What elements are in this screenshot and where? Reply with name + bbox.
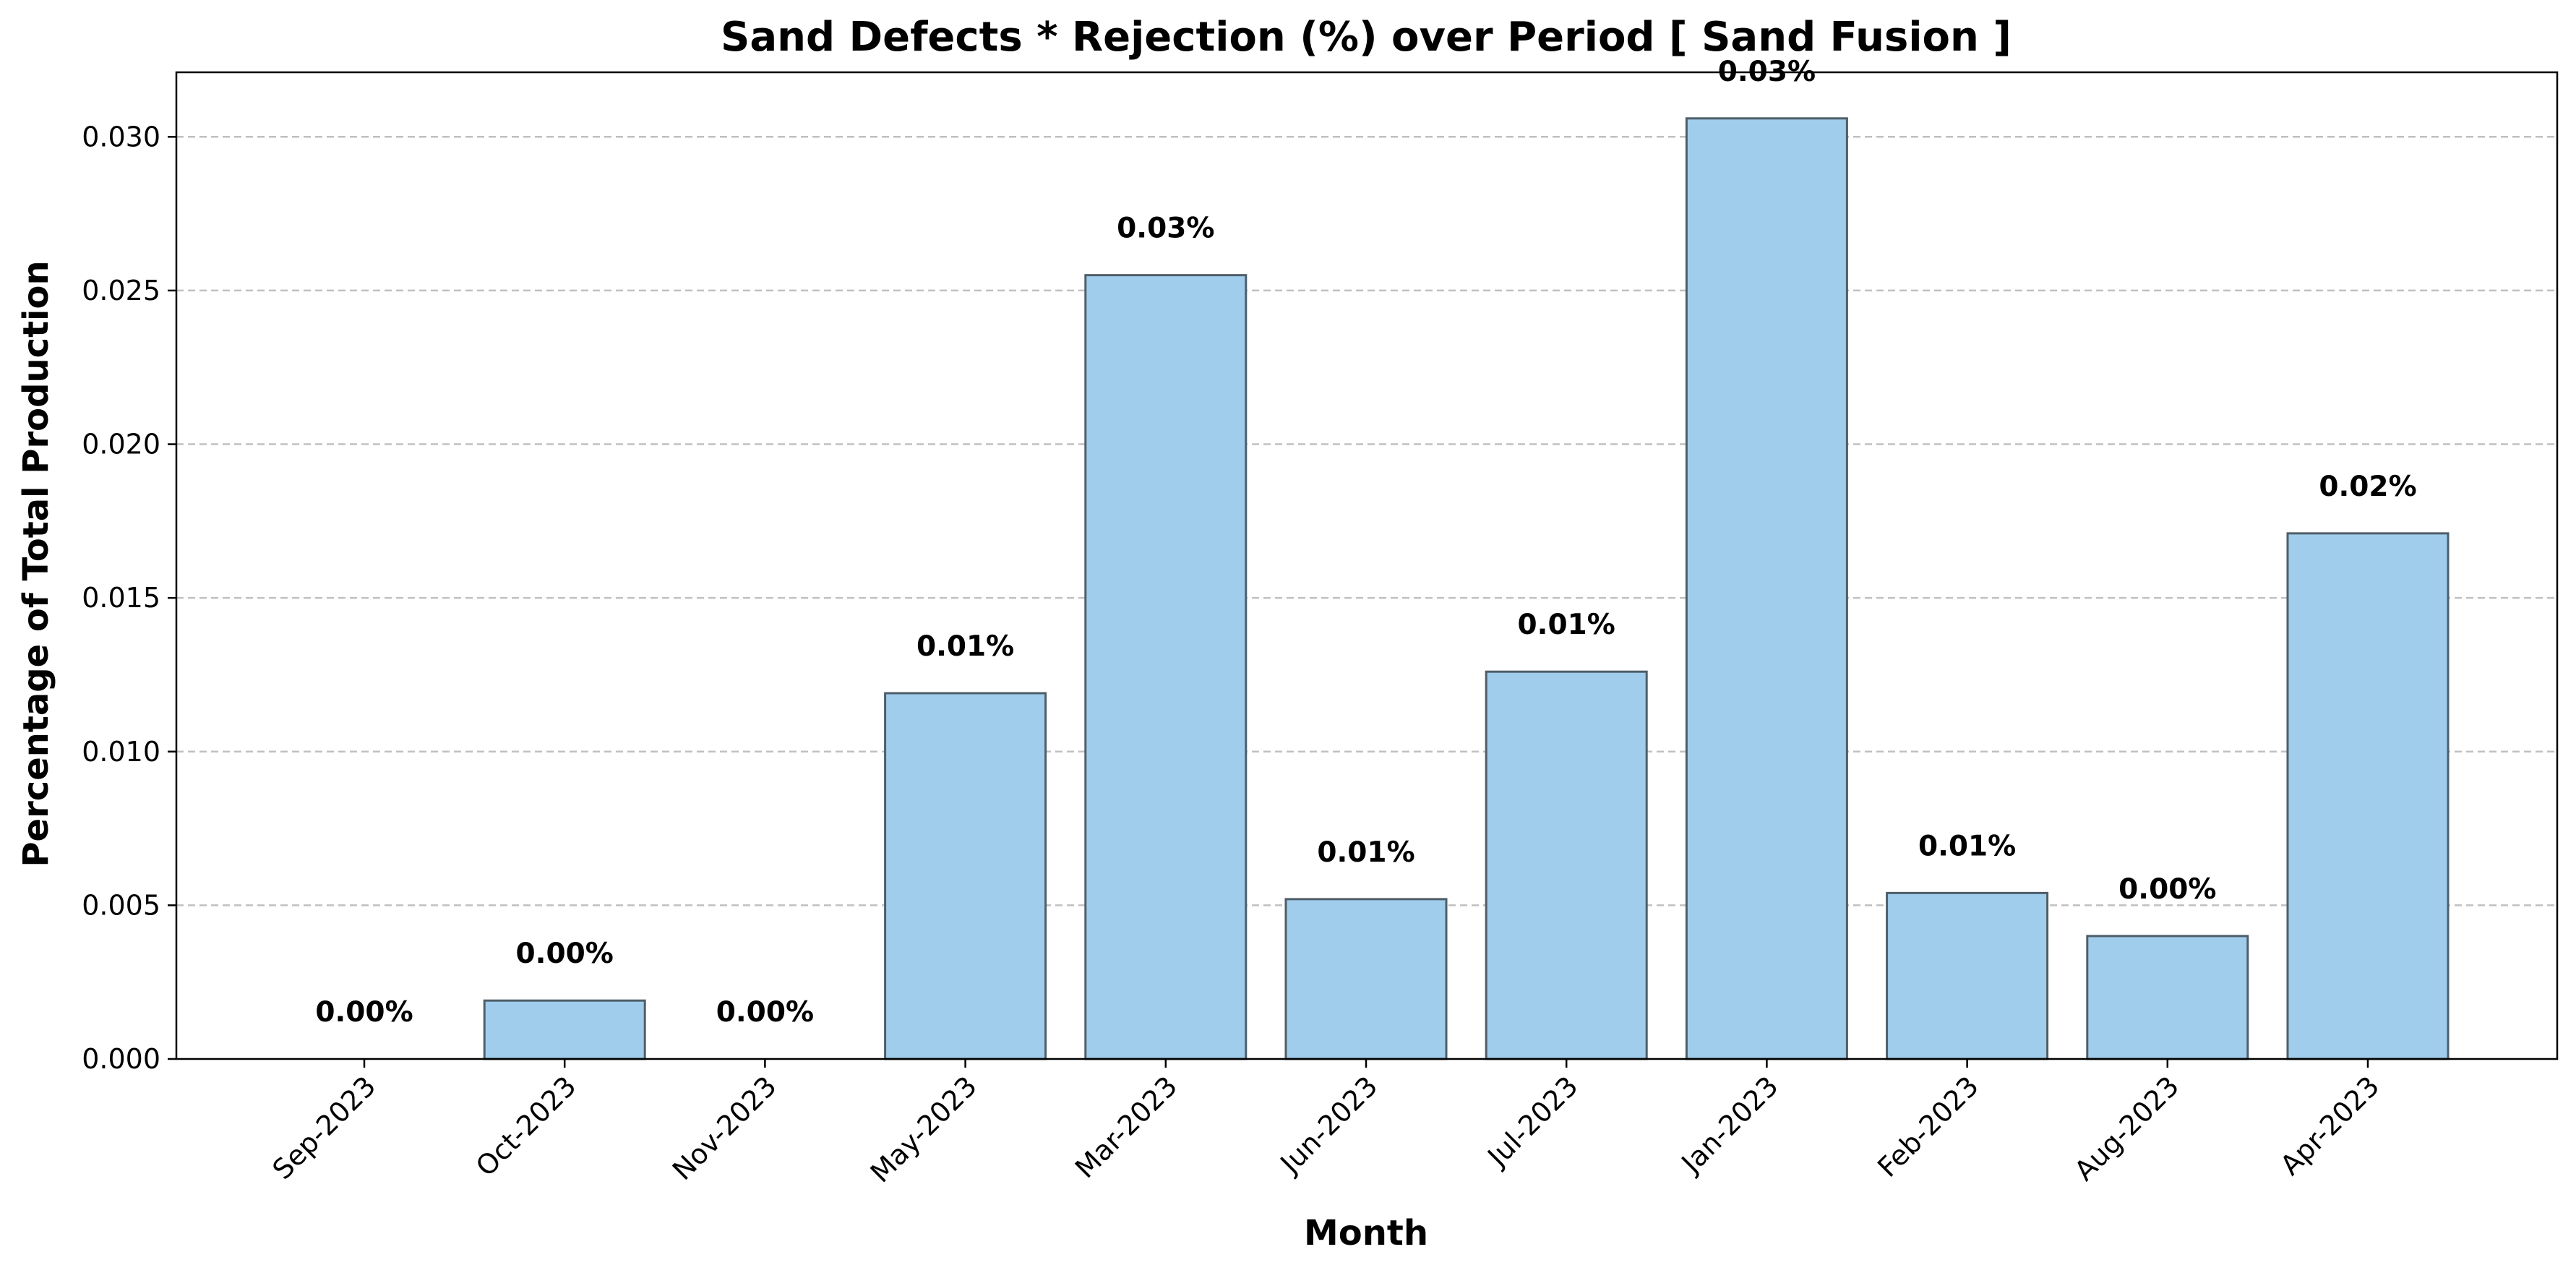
- x-tick-label: Sep-2023: [267, 1070, 382, 1185]
- y-tick-label: 0.020: [82, 429, 160, 460]
- y-tick-label: 0.005: [82, 889, 160, 921]
- bar-feb-2023: [1886, 891, 2049, 1060]
- x-tick-label: Nov-2023: [666, 1070, 783, 1186]
- x-tick-label: Mar-2023: [1069, 1070, 1183, 1184]
- bar-mar-2023: [1084, 274, 1248, 1060]
- bar-apr-2023: [2286, 532, 2450, 1060]
- x-tick-label: Aug-2023: [2069, 1070, 2186, 1187]
- x-tick-label: Feb-2023: [1871, 1070, 1985, 1183]
- bar-jul-2023: [1485, 670, 1648, 1060]
- data-label: 0.00%: [716, 996, 814, 1029]
- data-label: 0.03%: [1718, 56, 1816, 88]
- bar-aug-2023: [2086, 935, 2249, 1060]
- data-label: 0.01%: [1518, 609, 1615, 641]
- data-label: 0.00%: [2118, 873, 2216, 906]
- x-axis-ticks: Sep-2023 Oct-2023 Nov-2023 May-2023 Mar-2023…: [267, 1059, 2385, 1189]
- x-tick-label: Jul-2023: [1481, 1070, 1584, 1173]
- data-label: 0.00%: [516, 938, 614, 970]
- x-tick-label: Jan-2023: [1675, 1070, 1785, 1180]
- x-axis-title: Month: [1304, 1213, 1428, 1253]
- bar-oct-2023: [483, 999, 646, 1060]
- y-tick-label: 0.025: [82, 275, 160, 306]
- y-tick-label: 0.010: [82, 736, 160, 768]
- x-tick-label: Jun-2023: [1274, 1070, 1384, 1180]
- data-label: 0.01%: [916, 630, 1014, 663]
- y-axis-title: Percentage of Total Production: [16, 260, 56, 867]
- x-tick-label: Oct-2023: [470, 1070, 583, 1183]
- y-tick-label: 0.000: [82, 1043, 160, 1075]
- bar-may-2023: [884, 692, 1047, 1060]
- chart-title: Sand Defects * Rejection (%) over Period…: [721, 14, 2012, 61]
- grid-layer: [176, 136, 2557, 906]
- bar-jan-2023: [1685, 117, 1848, 1060]
- bar-layer: [483, 117, 2450, 1060]
- x-tick-label: Apr-2023: [2274, 1070, 2385, 1181]
- data-label: 0.01%: [1317, 836, 1414, 869]
- y-tick-label: 0.030: [82, 121, 160, 153]
- data-label: 0.01%: [1918, 830, 2016, 862]
- x-tick-label: May-2023: [864, 1070, 983, 1188]
- data-label: 0.00%: [315, 996, 413, 1029]
- y-axis-ticks: 0.000 0.005 0.010 0.015 0.020 0.025 0.030: [82, 121, 176, 1075]
- data-label-layer: 0.00% 0.00% 0.00% 0.01% 0.03% 0.01% 0.01% 0.03%…: [315, 56, 2416, 1029]
- data-label: 0.03%: [1117, 213, 1214, 245]
- bar-jun-2023: [1284, 898, 1448, 1060]
- y-tick-label: 0.015: [82, 582, 160, 614]
- data-label: 0.02%: [2319, 471, 2416, 503]
